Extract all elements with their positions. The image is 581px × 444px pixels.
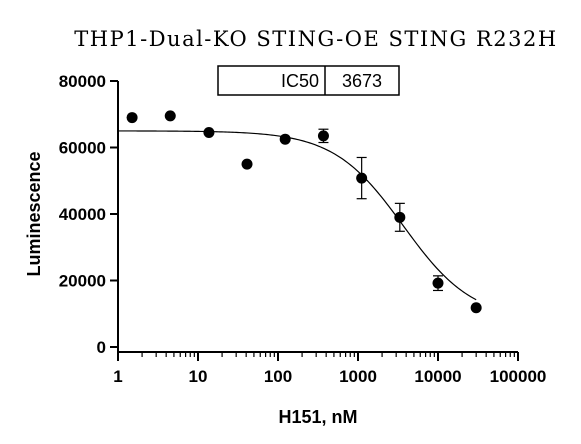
y-tick-label: 60000 [59, 139, 106, 158]
x-axis-label: H151, nM [278, 407, 357, 427]
data-point [279, 133, 291, 145]
ic50-box-frame [217, 65, 400, 96]
y-tick-label: 0 [97, 338, 106, 357]
chart-title: THP1-Dual-KO STING-OE STING R232H [74, 27, 557, 51]
ic50-annotation-box: IC50 3673 [217, 65, 400, 96]
data-point [241, 158, 253, 170]
x-tick-label: 1000 [339, 367, 377, 386]
axes [117, 81, 518, 353]
x-tick-label: 100000 [490, 367, 547, 386]
x-tick-label: 1 [113, 367, 122, 386]
data-point [317, 130, 329, 142]
x-tick-label: 100 [264, 367, 292, 386]
data-point [470, 302, 482, 314]
data-point [356, 172, 368, 184]
y-tick-label: 20000 [59, 272, 106, 291]
fit-curve [118, 130, 477, 301]
x-tick-label: 10000 [414, 367, 461, 386]
y-tick-label: 80000 [59, 72, 106, 91]
data-point [164, 110, 176, 122]
y-tick-label: 40000 [59, 205, 106, 224]
data-point [203, 127, 215, 139]
ticks: 0 20000 40000 60000 80000 1 10 100 1000 10000 1000… [59, 72, 547, 386]
y-axis-label: Luminescence [24, 151, 44, 276]
data-points [126, 110, 482, 314]
ic50-label: IC50 [281, 71, 319, 91]
ic50-value: 3673 [342, 71, 382, 91]
x-tick-label: 10 [189, 367, 208, 386]
data-point [126, 112, 138, 124]
fit-curve-group [118, 130, 477, 301]
data-point [432, 277, 444, 289]
data-point [394, 211, 406, 223]
